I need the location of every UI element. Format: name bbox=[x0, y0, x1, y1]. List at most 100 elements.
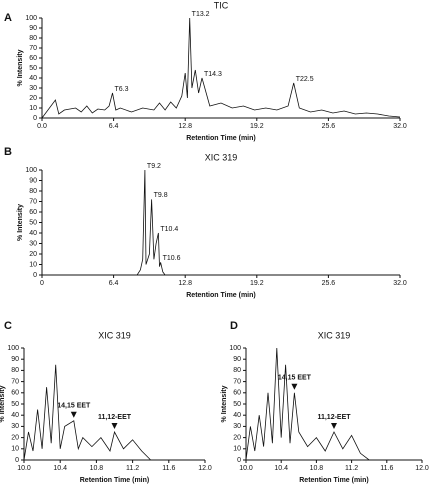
y-axis-label: % Intensity bbox=[0, 385, 6, 422]
y-tick-label: 50 bbox=[29, 219, 37, 226]
annotation: T6.3 bbox=[114, 86, 128, 93]
y-tick-label: 20 bbox=[233, 434, 241, 441]
y-tick-label: 90 bbox=[233, 356, 241, 363]
annotation: T9.8 bbox=[154, 192, 168, 199]
y-tick-label: 90 bbox=[29, 25, 37, 32]
arrow bbox=[70, 411, 77, 418]
x-tick-label: 11.6 bbox=[162, 465, 175, 472]
y-tick-label: 10 bbox=[233, 446, 241, 453]
y-tick-label: 10 bbox=[29, 105, 37, 112]
y-tick-label: 30 bbox=[11, 423, 19, 430]
y-tick-label: 20 bbox=[11, 434, 19, 441]
x-tick-label: 12.0 bbox=[198, 465, 212, 472]
y-tick-label: 60 bbox=[233, 390, 241, 397]
annotation: T10.4 bbox=[160, 226, 178, 233]
panel-label: A bbox=[4, 12, 12, 24]
y-tick-label: 10 bbox=[29, 261, 37, 268]
x-tick-label: 25.6 bbox=[322, 280, 336, 287]
x-tick-label: 10.0 bbox=[239, 465, 253, 472]
x-tick-label: 19.2 bbox=[250, 123, 264, 130]
annotation: 14,15 EET bbox=[278, 375, 312, 382]
y-tick-label: 70 bbox=[29, 198, 37, 205]
y-tick-label: 0 bbox=[237, 457, 241, 464]
y-tick-label: 100 bbox=[25, 167, 37, 174]
trace bbox=[23, 364, 205, 461]
panel-label: D bbox=[230, 320, 238, 332]
y-tick-label: 30 bbox=[29, 85, 37, 92]
annotation: T9.2 bbox=[147, 163, 161, 170]
x-tick-label: 12.0 bbox=[415, 465, 429, 472]
trace bbox=[41, 17, 401, 119]
x-tick-label: 12.8 bbox=[178, 123, 192, 130]
chart-title: XIC 319 bbox=[318, 330, 351, 340]
y-tick-label: 50 bbox=[233, 401, 241, 408]
arrow bbox=[291, 383, 298, 390]
x-axis-label: Retention Time (min) bbox=[186, 135, 255, 142]
x-axis-label: Retention Time (min) bbox=[186, 292, 255, 299]
x-tick-label: 11.6 bbox=[380, 465, 393, 472]
y-tick-label: 100 bbox=[229, 345, 241, 352]
annotation: 11,12-EET bbox=[317, 414, 351, 421]
y-tick-label: 40 bbox=[233, 412, 241, 419]
y-tick-label: 80 bbox=[233, 367, 241, 374]
trace bbox=[42, 169, 400, 276]
x-tick-label: 0.0 bbox=[37, 123, 47, 130]
y-tick-label: 60 bbox=[11, 390, 19, 397]
trace bbox=[245, 347, 422, 461]
y-tick-label: 0 bbox=[33, 115, 37, 122]
x-tick-label: 10.8 bbox=[310, 465, 324, 472]
annotation: 11,12-EET bbox=[98, 414, 132, 421]
x-tick-label: 11.2 bbox=[345, 465, 358, 472]
y-tick-label: 30 bbox=[233, 423, 241, 430]
chart-title: XIC 319 bbox=[205, 152, 238, 162]
x-tick-label: 10.4 bbox=[53, 465, 67, 472]
y-tick-label: 80 bbox=[11, 367, 19, 374]
y-tick-label: 90 bbox=[29, 177, 37, 184]
annotation: T22.5 bbox=[296, 76, 314, 83]
x-tick-label: 11.2 bbox=[126, 465, 139, 472]
y-tick-label: 80 bbox=[29, 35, 37, 42]
chart-title: TIC bbox=[214, 0, 229, 10]
x-tick-label: 10.0 bbox=[17, 465, 31, 472]
x-tick-label: 25.6 bbox=[322, 123, 336, 130]
y-tick-label: 100 bbox=[7, 345, 19, 352]
y-axis-label: % Intensity bbox=[221, 385, 228, 422]
annotation: T14.3 bbox=[204, 71, 222, 78]
y-axis-label: % Intensity bbox=[17, 49, 24, 86]
y-tick-label: 50 bbox=[11, 401, 19, 408]
y-tick-label: 100 bbox=[25, 15, 37, 22]
y-tick-label: 40 bbox=[11, 412, 19, 419]
x-tick-label: 0 bbox=[40, 280, 44, 287]
y-tick-label: 0 bbox=[15, 457, 19, 464]
annotation: T13.2 bbox=[192, 11, 210, 18]
x-axis-label: Retention Time (min) bbox=[80, 477, 149, 484]
y-tick-label: 40 bbox=[29, 230, 37, 237]
y-tick-label: 70 bbox=[29, 45, 37, 52]
annotation: 14,15 EET bbox=[57, 403, 91, 410]
panel-label: C bbox=[4, 320, 12, 332]
y-tick-label: 80 bbox=[29, 188, 37, 195]
y-tick-label: 50 bbox=[29, 65, 37, 72]
x-tick-label: 10.4 bbox=[274, 465, 288, 472]
chart-title: XIC 319 bbox=[98, 330, 131, 340]
x-tick-label: 6.4 bbox=[109, 280, 119, 287]
x-tick-label: 6.4 bbox=[109, 123, 119, 130]
y-tick-label: 0 bbox=[33, 272, 37, 279]
y-tick-label: 20 bbox=[29, 95, 37, 102]
arrow bbox=[331, 423, 337, 429]
y-tick-label: 10 bbox=[11, 446, 19, 453]
y-tick-label: 70 bbox=[11, 378, 19, 385]
y-tick-label: 70 bbox=[233, 378, 241, 385]
x-tick-label: 19.2 bbox=[250, 280, 264, 287]
x-tick-label: 32.0 bbox=[393, 280, 407, 287]
panel-label: B bbox=[4, 146, 12, 158]
x-tick-label: 12.8 bbox=[178, 280, 192, 287]
arrow bbox=[111, 423, 118, 429]
x-axis-label: Retention Time (min) bbox=[299, 477, 368, 484]
annotation: T10.6 bbox=[163, 255, 181, 262]
y-tick-label: 40 bbox=[29, 75, 37, 82]
y-axis-label: % Intensity bbox=[17, 204, 24, 241]
x-tick-label: 32.0 bbox=[393, 123, 407, 130]
x-tick-label: 10.8 bbox=[90, 465, 104, 472]
